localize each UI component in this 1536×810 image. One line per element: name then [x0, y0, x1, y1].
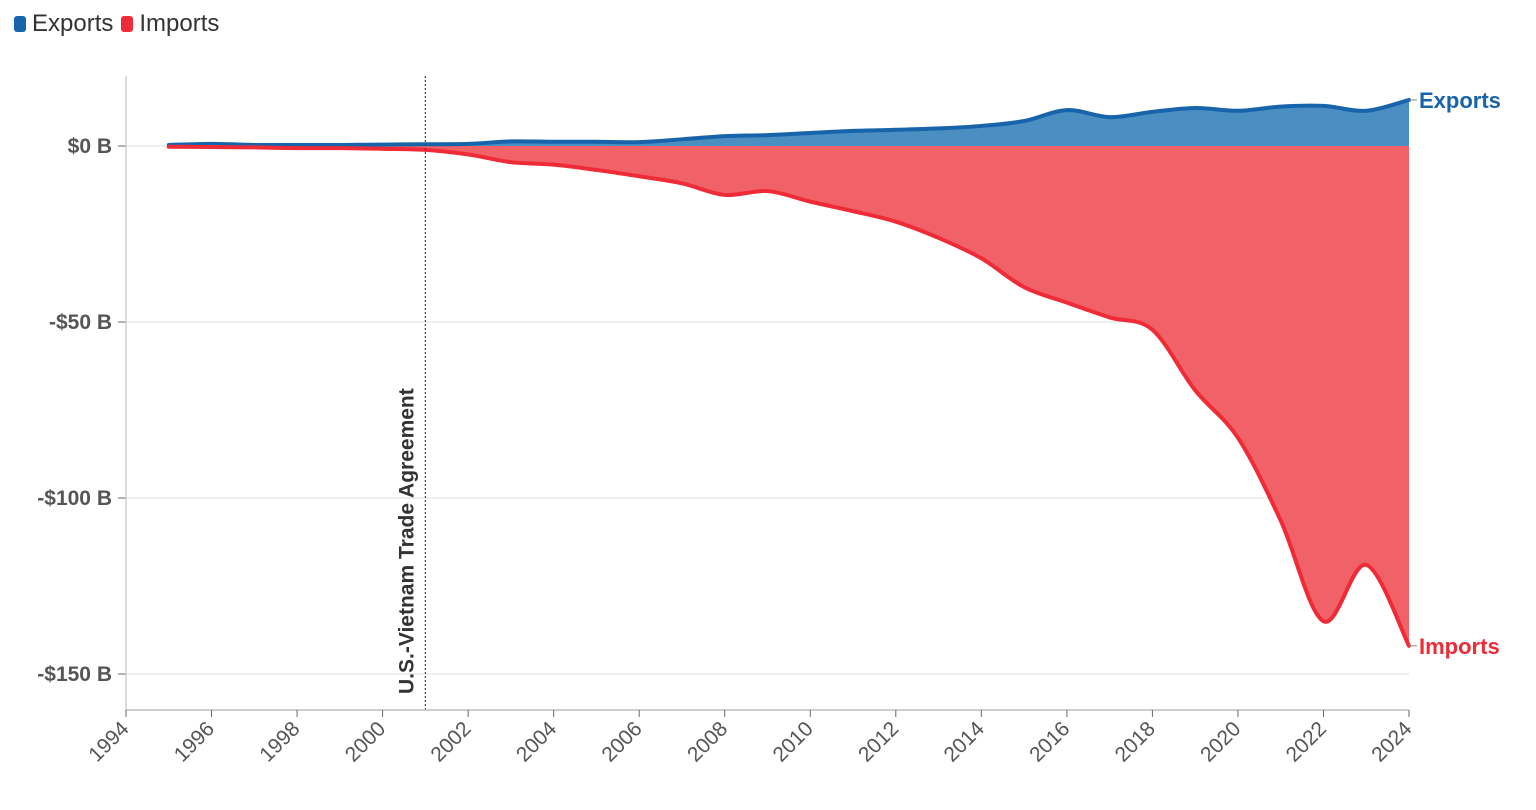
exports-swatch-icon	[14, 16, 26, 32]
legend-exports-label: Exports	[32, 10, 114, 37]
x-tick-label: 2024	[1367, 717, 1417, 767]
x-tick-label: 2018	[1111, 717, 1160, 766]
exports-end-label: Exports	[1419, 88, 1501, 113]
imports-end-label: Imports	[1419, 634, 1500, 659]
x-tick-label: 2012	[854, 717, 903, 766]
x-tick-label: 1994	[84, 717, 134, 767]
imports-swatch-icon	[121, 16, 134, 32]
trade-agreement-label: U.S.-Vietnam Trade Agreement	[395, 388, 418, 694]
x-tick-label: 2002	[426, 717, 475, 766]
y-tick-label: -$100 B	[37, 487, 112, 510]
exports-line	[166, 97, 1411, 148]
x-tick-label: 2014	[940, 717, 990, 767]
y-tick-label: -$150 B	[37, 663, 112, 686]
imports-area	[168, 146, 1409, 646]
exports-area	[168, 99, 1409, 146]
imports-line	[166, 144, 1411, 648]
legend: Exports Imports	[14, 10, 227, 38]
x-tick-label: 1998	[255, 717, 304, 766]
x-tick-label: 2010	[769, 717, 818, 766]
y-tick-label: $0 B	[68, 135, 112, 158]
x-tick-label: 2006	[597, 717, 646, 766]
legend-imports-label: Imports	[139, 10, 220, 37]
annotation-layer: Exports Imports U.S.-Vietnam Trade Agreeme…	[395, 76, 1501, 710]
y-tick-label: -$50 B	[49, 311, 112, 334]
legend-item-exports[interactable]: Exports	[14, 10, 113, 38]
x-tick-label: 2022	[1282, 717, 1331, 766]
x-tick-label: 1996	[170, 717, 219, 766]
x-tick-label: 2016	[1025, 717, 1074, 766]
area-layer	[166, 97, 1411, 648]
x-tick-label: 2020	[1196, 717, 1245, 766]
x-tick-label: 2000	[341, 717, 390, 766]
legend-item-imports[interactable]: Imports	[121, 10, 219, 38]
x-tick-label: 2008	[683, 717, 732, 766]
x-tick-label: 2004	[512, 717, 562, 767]
